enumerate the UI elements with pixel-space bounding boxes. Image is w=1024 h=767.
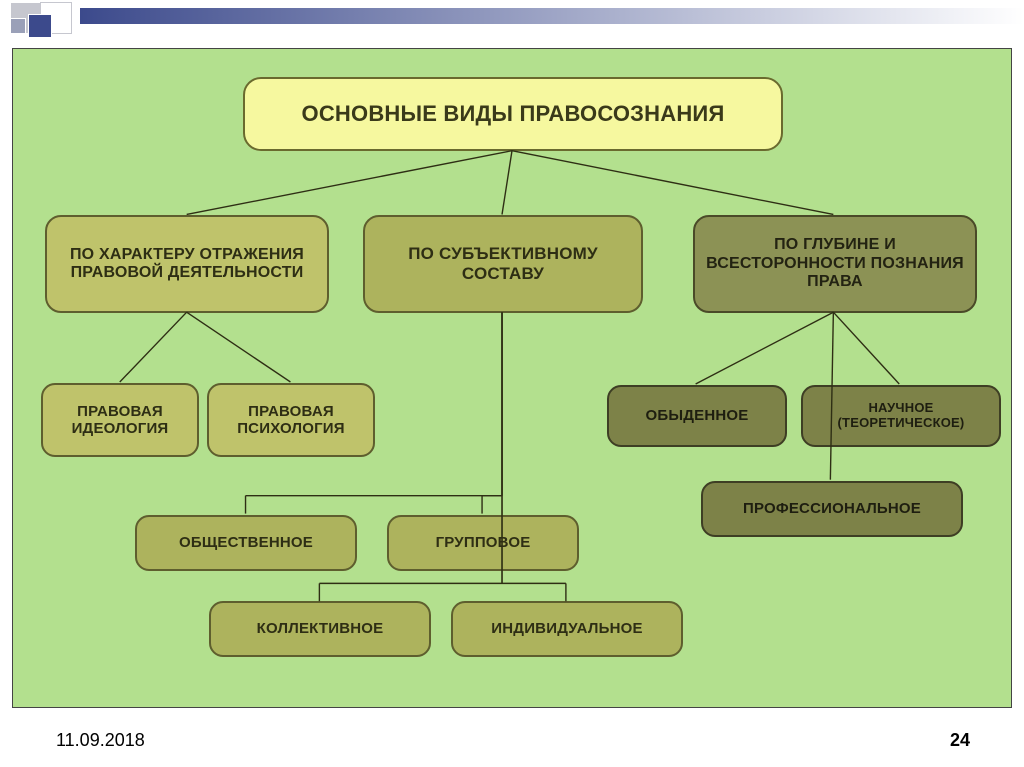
decor-square [10, 18, 26, 34]
tree-node-label: ПО ХАРАКТЕРУ ОТРАЖЕНИЯ ПРАВОВОЙ ДЕЯТЕЛЬН… [53, 246, 321, 283]
tree-node-label: КОЛЛЕКТИВНОЕ [257, 620, 384, 637]
tree-node-label: ПРАВОВАЯ ПСИХОЛОГИЯ [215, 403, 367, 438]
tree-node-label: ОБЩЕСТВЕННОЕ [179, 534, 313, 551]
tree-node-c1: ПО ХАРАКТЕРУ ОТРАЖЕНИЯ ПРАВОВОЙ ДЕЯТЕЛЬН… [45, 215, 329, 313]
tree-node-label: ПО СУБЪЕКТИВНОМУ СОСТАВУ [371, 244, 635, 283]
tree-node-m4: ИНДИВИДУАЛЬНОЕ [451, 601, 683, 657]
tree-node-label: ГРУППОВОЕ [436, 534, 531, 551]
tree-node-label: ПРОФЕССИОНАЛЬНОЕ [743, 500, 921, 517]
decor-square [40, 2, 72, 34]
tree-node-c2: ПО СУБЪЕКТИВНОМУ СОСТАВУ [363, 215, 643, 313]
footer-page-number: 24 [950, 730, 970, 751]
slide-header-decoration [0, 0, 1024, 40]
tree-node-label: ПО ГЛУБИНЕ И ВСЕСТОРОННОСТИ ПОЗНАНИЯ ПРА… [701, 236, 969, 291]
tree-node-m3: КОЛЛЕКТИВНОЕ [209, 601, 431, 657]
footer-date: 11.09.2018 [56, 730, 145, 751]
tree-node-label: ОБЫДЕННОЕ [646, 407, 749, 424]
tree-node-l5: ПРОФЕССИОНАЛЬНОЕ [701, 481, 963, 537]
diagram-canvas: ОСНОВНЫЕ ВИДЫ ПРАВОСОЗНАНИЯ ПО ХАРАКТЕРУ … [12, 48, 1012, 708]
tree-node-label: ОСНОВНЫЕ ВИДЫ ПРАВОСОЗНАНИЯ [302, 101, 725, 126]
tree-node-c3: ПО ГЛУБИНЕ И ВСЕСТОРОННОСТИ ПОЗНАНИЯ ПРА… [693, 215, 977, 313]
tree-node-l1: ПРАВОВАЯ ИДЕОЛОГИЯ [41, 383, 199, 457]
tree-node-m2: ГРУППОВОЕ [387, 515, 579, 571]
tree-node-label: ПРАВОВАЯ ИДЕОЛОГИЯ [49, 403, 191, 438]
tree-node-label: НАУЧНОЕ (ТЕОРЕТИЧЕСКОЕ) [809, 401, 993, 431]
tree-node-root: ОСНОВНЫЕ ВИДЫ ПРАВОСОЗНАНИЯ [243, 77, 783, 151]
tree-node-m1: ОБЩЕСТВЕННОЕ [135, 515, 357, 571]
tree-node-l3: ОБЫДЕННОЕ [607, 385, 787, 447]
tree-node-label: ИНДИВИДУАЛЬНОЕ [491, 620, 642, 637]
decor-square [10, 2, 42, 34]
decor-square [28, 14, 52, 38]
tree-node-l2: ПРАВОВАЯ ПСИХОЛОГИЯ [207, 383, 375, 457]
tree-node-l4: НАУЧНОЕ (ТЕОРЕТИЧЕСКОЕ) [801, 385, 1001, 447]
